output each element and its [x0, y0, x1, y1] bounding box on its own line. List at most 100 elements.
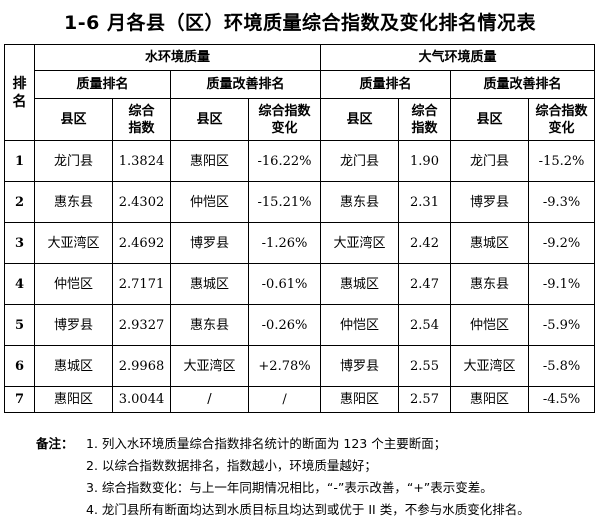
water-quality-header: 水环境质量: [33, 44, 322, 71]
air-improve-county-cell: 仲恺区: [450, 304, 530, 346]
air-quality-rank-header: 质量排名: [320, 70, 452, 99]
note-text: 3. 综合指数变化：与上一年同期情况相比，“-”表示改善，“+”表示变差。: [86, 480, 493, 495]
water-quality-index-cell: 2.9968: [112, 345, 171, 387]
water-quality-county-cell: 惠阳区: [34, 386, 113, 413]
water-improve-change-cell: -0.61%: [247, 263, 322, 305]
note-item: 备注： 1. 列入水环境质量综合指数排名统计的断面为 123 个主要断面；: [36, 433, 596, 455]
rank-cell: 3: [4, 222, 35, 264]
col-index-change: 综合指数 变化: [528, 98, 596, 141]
air-quality-index-cell: 2.57: [398, 386, 452, 413]
water-improve-change-cell: -0.26%: [247, 304, 322, 346]
water-quality-county-cell: 仲恺区: [34, 263, 113, 305]
water-improve-county-cell: 惠东县: [170, 304, 249, 346]
air-improve-rank-header: 质量改善排名: [450, 70, 596, 99]
note-text: 2. 以综合指数数据排名，指数越小，环境质量越好；: [86, 458, 377, 473]
rank-cell: 5: [4, 304, 35, 346]
air-quality-county-cell: 博罗县: [320, 345, 400, 387]
air-quality-county-cell: 仲恺区: [320, 304, 400, 346]
water-quality-index-cell: 2.7171: [112, 263, 171, 305]
water-quality-index-cell: 2.9327: [112, 304, 171, 346]
air-improve-change-cell: -9.1%: [528, 263, 596, 305]
water-quality-county-cell: 惠城区: [34, 345, 113, 387]
air-improve-change-cell: -4.5%: [528, 386, 596, 413]
note-item: 4. 龙门县所有断面均达到水质目标且均达到或优于 II 类，不参与水质变化排名。: [36, 499, 596, 521]
water-improve-county-cell: 惠城区: [170, 263, 249, 305]
air-improve-county-cell: 惠阳区: [450, 386, 530, 413]
rank-cell: 7: [4, 386, 35, 413]
water-improve-change-cell: +2.78%: [247, 345, 322, 387]
air-quality-county-cell: 惠东县: [320, 181, 400, 223]
air-improve-change-cell: -9.2%: [528, 222, 596, 264]
col-county: 县区: [320, 98, 400, 141]
table-row: 2 惠东县 2.4302 仲恺区 -15.21% 惠东县 2.31 博罗县 -9…: [4, 181, 596, 223]
water-quality-index-cell: 1.3824: [112, 140, 171, 182]
col-county: 县区: [34, 98, 113, 141]
rank-cell: 4: [4, 263, 35, 305]
table-row: 3 大亚湾区 2.4692 博罗县 -1.26% 大亚湾区 2.42 惠城区 -…: [4, 222, 596, 264]
air-improve-county-cell: 龙门县: [450, 140, 530, 182]
water-quality-index-cell: 3.0044: [112, 386, 171, 413]
water-improve-county-cell: 仲恺区: [170, 181, 249, 223]
table-row: 1 龙门县 1.3824 惠阳区 -16.22% 龙门县 1.90 龙门县 -1…: [4, 140, 596, 182]
air-quality-county-cell: 龙门县: [320, 140, 400, 182]
water-quality-county-cell: 大亚湾区: [34, 222, 113, 264]
page-title: 1-6 月各县（区）环境质量综合指数及变化排名情况表: [64, 12, 536, 34]
notes-label-spacer: [36, 499, 86, 521]
table-row: 6 惠城区 2.9968 大亚湾区 +2.78% 博罗县 2.55 大亚湾区 -…: [4, 345, 596, 387]
air-quality-index-cell: 1.90: [398, 140, 452, 182]
air-quality-index-cell: 2.42: [398, 222, 452, 264]
rank-cell: 2: [4, 181, 35, 223]
water-improve-county-cell: 大亚湾区: [170, 345, 249, 387]
ranking-table: 排名 水环境质量 大气环境质量 质量排名 质量改善排名 质量排名 质量改善排名 …: [4, 44, 596, 413]
water-improve-change-cell: -15.21%: [247, 181, 322, 223]
col-composite-index: 综合 指数: [398, 98, 452, 141]
table-row: 7 惠阳区 3.0044 / / 惠阳区 2.57 惠阳区 -4.5%: [4, 386, 596, 413]
col-county: 县区: [170, 98, 249, 141]
air-quality-county-cell: 大亚湾区: [320, 222, 400, 264]
table-row: 5 博罗县 2.9327 惠东县 -0.26% 仲恺区 2.54 仲恺区 -5.…: [4, 304, 596, 346]
ranking-rows: 1 龙门县 1.3824 惠阳区 -16.22% 龙门县 1.90 龙门县 -1…: [4, 140, 596, 413]
water-quality-index-cell: 2.4302: [112, 181, 171, 223]
water-quality-county-cell: 惠东县: [34, 181, 113, 223]
air-quality-index-cell: 2.47: [398, 263, 452, 305]
rank-cell: 6: [4, 345, 35, 387]
water-improve-county-cell: /: [170, 386, 249, 413]
note-item: 2. 以综合指数数据排名，指数越小，环境质量越好；: [36, 455, 596, 477]
water-improve-change-cell: /: [247, 386, 322, 413]
note-item: 3. 综合指数变化：与上一年同期情况相比，“-”表示改善，“+”表示变差。: [36, 477, 596, 499]
air-improve-county-cell: 博罗县: [450, 181, 530, 223]
water-improve-county-cell: 惠阳区: [170, 140, 249, 182]
water-quality-county-cell: 博罗县: [34, 304, 113, 346]
air-improve-county-cell: 惠城区: [450, 222, 530, 264]
notes-section: 备注： 1. 列入水环境质量综合指数排名统计的断面为 123 个主要断面； 2.…: [36, 433, 596, 521]
col-county: 县区: [450, 98, 530, 141]
notes-label-spacer: [36, 455, 86, 477]
air-improve-county-cell: 惠东县: [450, 263, 530, 305]
air-quality-county-cell: 惠城区: [320, 263, 400, 305]
note-text: 4. 龙门县所有断面均达到水质目标且均达到或优于 II 类，不参与水质变化排名。: [86, 502, 530, 517]
air-improve-change-cell: -15.2%: [528, 140, 596, 182]
notes-label-spacer: [36, 477, 86, 499]
water-quality-rank-header: 质量排名: [34, 70, 171, 99]
air-quality-header: 大气环境质量: [320, 44, 596, 71]
note-text: 1. 列入水环境质量综合指数排名统计的断面为 123 个主要断面；: [86, 436, 447, 451]
water-improve-change-cell: -1.26%: [247, 222, 322, 264]
air-improve-county-cell: 大亚湾区: [450, 345, 530, 387]
air-improve-change-cell: -5.9%: [528, 304, 596, 346]
col-index-change: 综合指数 变化: [247, 98, 322, 141]
air-improve-change-cell: -5.8%: [528, 345, 596, 387]
rank-cell: 1: [4, 140, 35, 182]
air-improve-change-cell: -9.3%: [528, 181, 596, 223]
air-quality-index-cell: 2.31: [398, 181, 452, 223]
air-quality-index-cell: 2.55: [398, 345, 452, 387]
water-improve-rank-header: 质量改善排名: [169, 70, 322, 99]
notes-label: 备注：: [36, 436, 74, 451]
water-quality-index-cell: 2.4692: [112, 222, 171, 264]
rank-header: 排名: [4, 44, 35, 141]
col-composite-index: 综合 指数: [112, 98, 171, 141]
air-quality-index-cell: 2.54: [398, 304, 452, 346]
water-improve-change-cell: -16.22%: [247, 140, 322, 182]
water-improve-county-cell: 博罗县: [170, 222, 249, 264]
air-quality-county-cell: 惠阳区: [320, 386, 400, 413]
water-quality-county-cell: 龙门县: [34, 140, 113, 182]
